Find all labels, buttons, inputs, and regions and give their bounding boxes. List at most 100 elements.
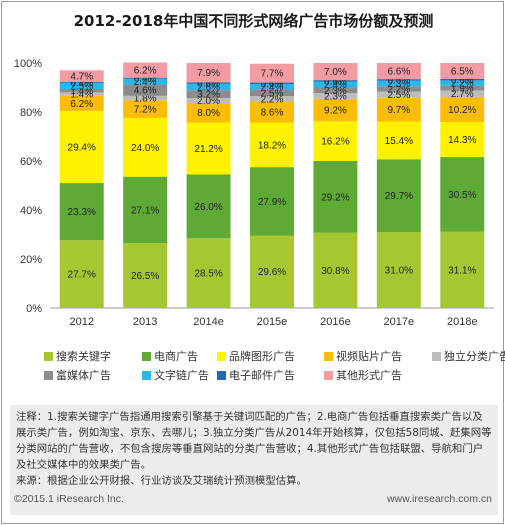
data-label: 2.3% [387, 79, 410, 90]
bar-segment [186, 83, 231, 91]
bar-segment [313, 121, 358, 161]
x-tick-label: 2018e [447, 316, 478, 328]
bar-segment [186, 82, 231, 84]
bar-segment [440, 90, 485, 98]
data-label: 31.1% [448, 265, 476, 276]
bar-segment [186, 98, 231, 103]
data-label: 10.2% [448, 105, 476, 116]
data-label: 28.5% [194, 269, 222, 280]
data-label: 2.2% [451, 79, 474, 90]
data-label: 29.4% [68, 143, 96, 154]
bar-segment [59, 92, 104, 96]
data-label: 2.7% [451, 89, 474, 100]
legend-label: 富媒体广告 [56, 368, 111, 382]
legend-swatch [324, 352, 333, 361]
x-tick-label: 2015e [257, 316, 288, 328]
stacked-bar-chart: 0%20%40%60%80%100%27.7%23.3%29.4%6.2%1.4… [14, 58, 505, 382]
bar-segment [123, 117, 168, 177]
data-label: 27.1% [131, 205, 159, 216]
legend-label: 其他形式广告 [336, 369, 402, 382]
data-label: 2.6% [197, 83, 220, 94]
data-label: 7.0% [324, 67, 347, 78]
bar-segment [123, 176, 168, 244]
bar-segment [376, 97, 421, 122]
data-label: 9.2% [324, 106, 347, 117]
bar-segment [313, 87, 358, 94]
bar-segment [250, 89, 294, 97]
bar-segment [440, 157, 485, 232]
legend-swatch [217, 371, 226, 380]
data-label: 21.2% [194, 144, 222, 155]
data-label: 27.7% [68, 270, 96, 281]
x-tick-label: 2014e [193, 316, 224, 328]
bar-segment [186, 63, 231, 83]
bar-segment [250, 63, 294, 83]
bar-segment [376, 121, 421, 160]
legend-label: 视频贴片广告 [336, 349, 402, 363]
bar-segment [313, 98, 358, 122]
bar-segment [59, 111, 104, 184]
bar-segment [376, 63, 421, 80]
bar-segment [59, 88, 104, 93]
bar-segment [376, 232, 421, 308]
y-tick-label: 0% [26, 303, 42, 315]
bar-segment [440, 122, 485, 158]
bar-segment [250, 84, 294, 90]
data-label: 4.7% [70, 72, 93, 83]
bar-segment [313, 81, 358, 88]
legend-swatch [44, 352, 53, 361]
bar-segment [186, 238, 231, 308]
data-label: 7.7% [261, 69, 284, 80]
bar-segment [250, 101, 294, 123]
data-label: 2.5% [70, 81, 93, 92]
bar-segment [250, 167, 294, 236]
data-label: 1.8% [134, 94, 157, 105]
legend-swatch [142, 352, 151, 361]
data-label: 4.6% [134, 86, 157, 97]
legend-label: 独立分类广告 [444, 349, 505, 363]
bar-segment [186, 90, 231, 99]
data-label: 29.7% [385, 191, 413, 202]
data-label: 2.3% [324, 86, 347, 97]
data-label: 8.6% [261, 108, 284, 119]
bar-segment [250, 235, 294, 308]
bar-segment [186, 174, 231, 239]
bar-segment [376, 91, 421, 98]
bar-segment [59, 81, 104, 83]
legend-label: 搜索关键字 [56, 349, 111, 363]
data-label: 1.4% [70, 90, 93, 101]
data-label: 9.7% [387, 105, 410, 116]
data-label: 24.0% [131, 143, 159, 154]
bar-segment [250, 82, 294, 85]
data-label: 1.4% [70, 86, 93, 97]
data-label: 2.0% [197, 96, 220, 107]
data-label: 2.4% [324, 80, 347, 91]
bar-segment [440, 80, 485, 86]
legend-label: 品牌图形广告 [229, 349, 295, 363]
data-label: 27.9% [258, 197, 286, 208]
data-label: 6.2% [70, 99, 93, 110]
bar-segment [59, 240, 104, 308]
x-tick-label: 2017e [384, 316, 415, 328]
bar-segment [123, 77, 168, 79]
data-label: 6.6% [387, 67, 410, 78]
data-label: 0.6% [324, 76, 347, 87]
data-label: 2.2% [387, 84, 410, 95]
data-label: 2.3% [324, 91, 347, 102]
y-tick-label: 100% [14, 58, 42, 70]
data-label: 2.5% [387, 90, 410, 101]
data-label: 29.2% [321, 192, 349, 203]
bar-segment [123, 95, 168, 101]
data-label: 26.0% [194, 202, 222, 213]
legend-swatch [142, 371, 151, 380]
bar-segment [59, 70, 104, 82]
chart-title: 2012-2018年中国不同形式网络广告市场份额及预测 [73, 12, 434, 30]
data-label: 2.4% [261, 83, 284, 94]
legend-label: 电子邮件广告 [229, 369, 295, 382]
bar-segment [313, 80, 358, 82]
data-label: 0.4% [134, 74, 157, 85]
data-label: 0.6% [261, 79, 284, 90]
bar-segment [440, 63, 485, 79]
data-label: 0.6% [197, 79, 220, 90]
bar-segment [440, 78, 485, 81]
